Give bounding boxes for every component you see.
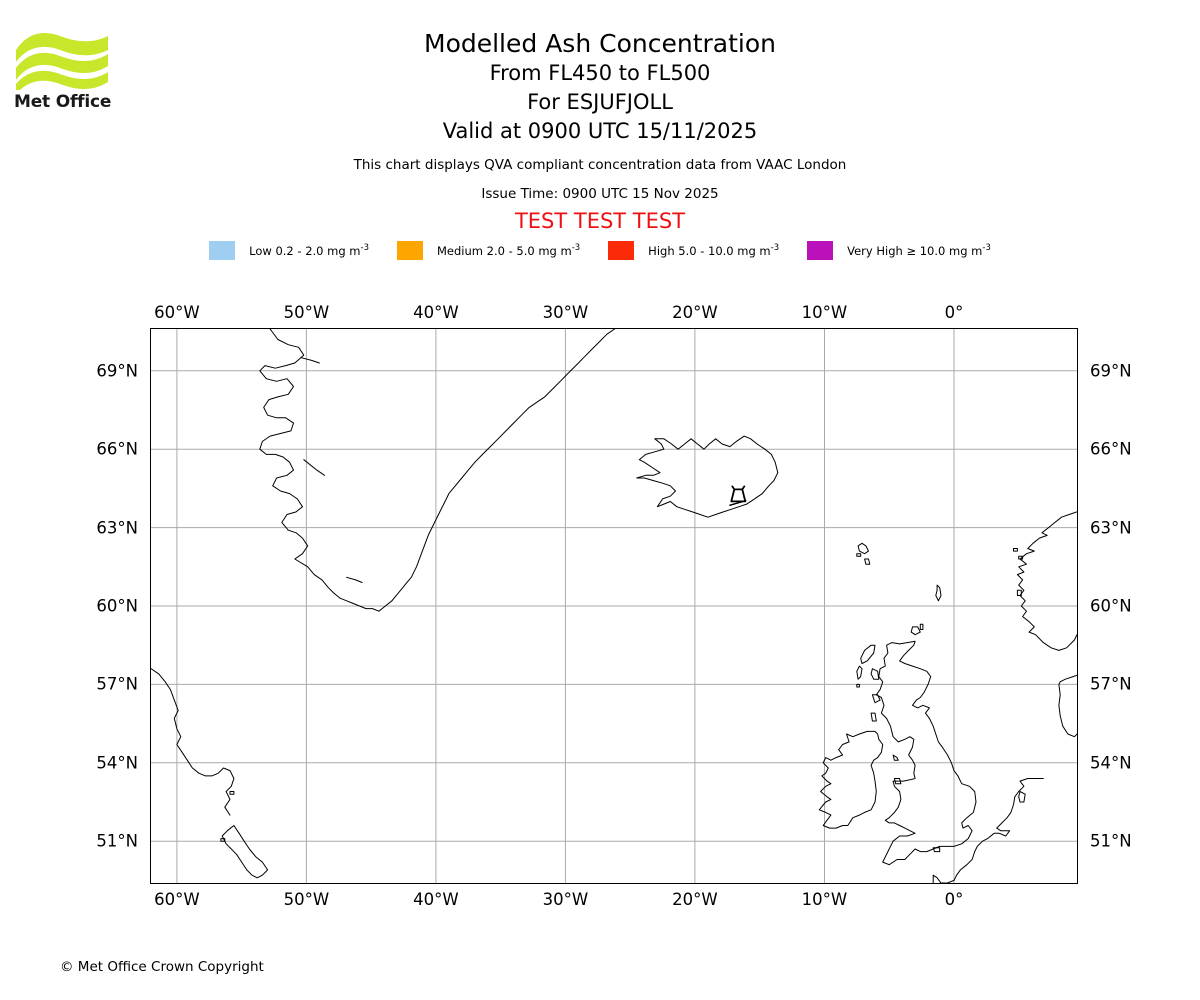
met-office-wave-mark	[16, 32, 108, 90]
lat-tick-left-3: 60°N	[96, 596, 138, 616]
legend-swatch-medium	[396, 241, 423, 260]
met-office-wordmark: Met Office	[14, 92, 112, 112]
coastline-norway	[1016, 511, 1077, 651]
legend-swatch-high	[608, 241, 635, 260]
coastline-greenland-fj3	[346, 576, 363, 583]
legend-item-high: High 5.0 - 10.0 mg m-3	[608, 241, 779, 260]
coastline-mull	[871, 694, 881, 704]
coastline-nfrance-brittany	[932, 874, 955, 883]
coastline-orkney-2	[919, 623, 924, 630]
test-banner: TEST TEST TEST	[514, 209, 686, 233]
lon-tick-bottom-1: 50°W	[283, 890, 330, 909]
volcano-cone-icon	[730, 485, 747, 503]
legend-label-very-high: Very High ≥ 10.0 mg m-3	[847, 243, 991, 258]
issue-time: Issue Time: 0900 UTC 15 Nov 2025	[481, 186, 719, 202]
chart-title-block: Modelled Ash Concentration From FL450 to…	[0, 28, 1200, 234]
lat-tick-left-1: 54°N	[96, 753, 138, 773]
coastline-newfoundland	[221, 825, 269, 879]
coastline-greenland	[259, 329, 616, 612]
coastline-faroe-2	[864, 558, 871, 565]
coastline-uist	[856, 665, 863, 680]
lat-tick-right-3: 60°N	[1090, 596, 1132, 616]
coastline-norway-isl-2	[1016, 589, 1022, 596]
lon-tick-top-4: 20°W	[672, 303, 718, 322]
legend-swatch-low	[209, 241, 236, 260]
coastline-skye	[870, 668, 880, 680]
coastline-islay	[870, 712, 877, 722]
lon-tick-bottom-3: 30°W	[542, 890, 589, 909]
lat-tick-right-4: 63°N	[1090, 518, 1132, 538]
coastline-barra	[856, 683, 860, 688]
lat-tick-right-6: 69°N	[1090, 361, 1132, 381]
lat-tick-left-2: 57°N	[96, 674, 138, 694]
legend-item-very-high: Very High ≥ 10.0 mg m-3	[807, 241, 991, 260]
coastline-lab-isl-1	[229, 791, 235, 795]
lon-tick-bottom-2: 40°W	[413, 890, 459, 909]
lon-tick-top-3: 30°W	[542, 303, 589, 322]
legend-label-medium: Medium 2.0 - 5.0 mg m-3	[436, 243, 581, 258]
coastline-norway-isl-3	[1013, 548, 1018, 552]
lon-tick-top-1: 50°W	[283, 303, 330, 322]
coastline-faroe-1	[857, 542, 869, 555]
legend-item-low: Low 0.2 - 2.0 mg m-3	[209, 241, 369, 260]
lon-tick-top-2: 40°W	[413, 303, 459, 322]
coastline-lewis-harris	[860, 644, 876, 664]
map-canvas	[151, 329, 1077, 883]
lon-tick-bottom-0: 60°W	[154, 890, 200, 909]
lat-tick-right-2: 57°N	[1090, 674, 1132, 694]
met-office-logo: Met Office	[14, 28, 124, 113]
legend-item-medium: Medium 2.0 - 5.0 mg m-3	[396, 241, 581, 260]
legend-label-low: Low 0.2 - 2.0 mg m-3	[249, 243, 369, 258]
volcano-marker	[729, 485, 747, 507]
coastline-orkney-1	[910, 626, 921, 636]
lat-tick-right-1: 54°N	[1090, 753, 1132, 773]
coastline-lab-isl-2	[220, 838, 226, 842]
coastline-greenland-fj2	[303, 459, 325, 476]
lat-tick-left-6: 69°N	[96, 361, 138, 381]
lon-tick-bottom-4: 20°W	[672, 890, 718, 909]
map-gridlines	[151, 329, 1077, 883]
map-container: 60°W 60°W 50°W 50°W 40°W 40°W 30°W 30°W 20°W 20°W…	[96, 303, 1131, 909]
lon-tick-bottom-6: 0°	[944, 890, 964, 909]
lat-tick-left-5: 66°N	[96, 439, 138, 459]
legend-swatch-very-high	[807, 241, 834, 260]
coastline-shetland	[935, 584, 942, 602]
coastline-norway-isl-1	[1018, 555, 1024, 560]
coastline-wight	[932, 847, 941, 853]
map-plot-area	[150, 328, 1078, 884]
lon-tick-bottom-5: 10°W	[801, 890, 848, 909]
volcano-base-line-icon	[729, 499, 747, 507]
coastline-netherlands	[953, 778, 1044, 881]
coastline-labrador	[151, 668, 235, 816]
lat-tick-right-0: 51°N	[1090, 831, 1132, 851]
flight-level-range: From FL450 to FL500	[489, 61, 711, 85]
concentration-legend: Low 0.2 - 2.0 mg m-3 Medium 2.0 - 5.0 mg…	[0, 241, 1200, 260]
legend-label-high: High 5.0 - 10.0 mg m-3	[648, 243, 780, 258]
lat-tick-left-4: 63°N	[96, 518, 138, 538]
coastline-isle-of-man	[892, 754, 899, 761]
coastline-great-britain	[875, 640, 977, 866]
coastline-greenland-fj1	[300, 357, 320, 364]
coastline-faroe-3	[856, 553, 862, 557]
volcano-name: For ESJUFJOLL	[527, 90, 673, 114]
page-title: Modelled Ash Concentration	[424, 29, 776, 58]
coastline-anglesey	[893, 778, 902, 785]
coastline-jutland	[1058, 674, 1077, 738]
valid-time: Valid at 0900 UTC 15/11/2025	[442, 119, 758, 143]
coastline-ireland	[818, 730, 884, 829]
map-markers	[729, 485, 747, 507]
lat-tick-left-0: 51°N	[96, 831, 138, 851]
coastline-iceland	[636, 435, 779, 518]
copyright-notice: © Met Office Crown Copyright	[60, 959, 264, 975]
qva-note: This chart displays QVA compliant concen…	[353, 157, 847, 173]
coastline-zuiderzee	[1018, 791, 1026, 803]
lon-tick-top-5: 10°W	[801, 303, 848, 322]
lon-tick-top-0: 60°W	[154, 303, 200, 322]
lat-tick-right-5: 66°N	[1090, 439, 1132, 459]
map-coastlines	[151, 329, 1077, 883]
lon-tick-top-6: 0°	[944, 303, 964, 322]
